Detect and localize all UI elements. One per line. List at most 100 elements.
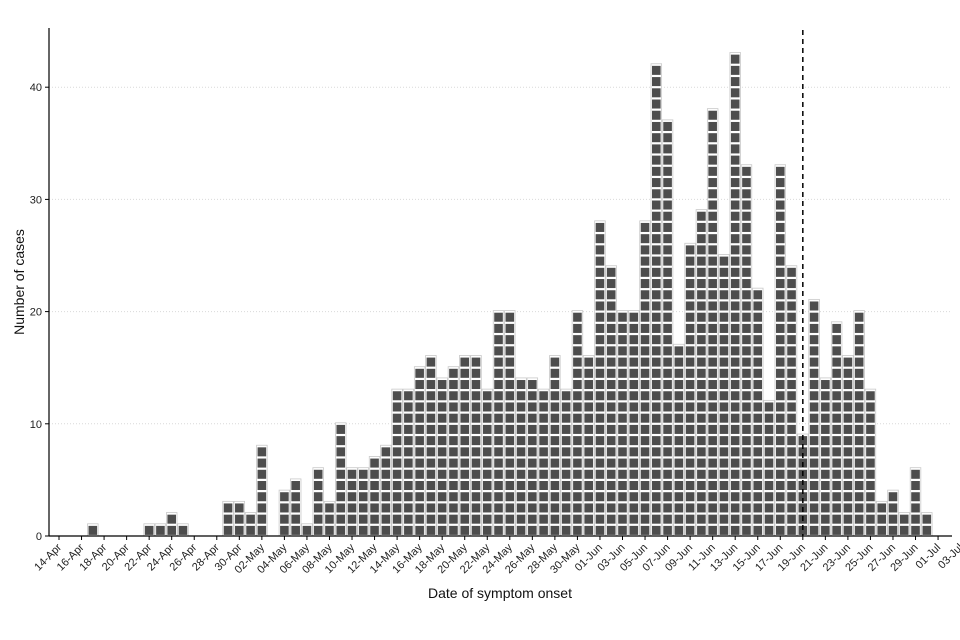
case-square	[685, 436, 695, 446]
case-square	[426, 458, 436, 468]
case-square	[719, 335, 729, 345]
case-square	[449, 458, 458, 468]
case-square	[494, 503, 503, 513]
case-square	[392, 492, 402, 502]
bar-07-May	[312, 467, 324, 537]
case-square	[787, 323, 796, 333]
case-square	[606, 267, 616, 277]
case-square	[528, 413, 537, 423]
case-square	[437, 503, 447, 513]
case-square	[719, 279, 729, 289]
case-square	[708, 368, 717, 378]
case-square	[832, 525, 841, 535]
case-square	[381, 458, 391, 468]
bar-09-Jun	[684, 242, 696, 537]
case-square	[460, 514, 470, 524]
case-square	[730, 234, 740, 244]
case-square	[854, 436, 864, 446]
bar-06-May	[301, 523, 313, 537]
case-square	[719, 290, 729, 300]
case-square	[787, 290, 796, 300]
case-square	[809, 436, 819, 446]
case-square	[573, 469, 582, 479]
case-square	[404, 503, 413, 513]
case-square	[404, 402, 413, 412]
case-square	[358, 503, 368, 513]
case-square	[516, 380, 526, 390]
case-square	[640, 267, 650, 277]
case-square	[494, 458, 503, 468]
case-square	[618, 481, 627, 491]
case-square	[787, 267, 796, 277]
case-square	[821, 503, 830, 513]
case-square	[753, 503, 763, 513]
bar-outline	[571, 310, 584, 537]
case-square	[652, 279, 661, 289]
case-square	[516, 525, 526, 535]
bar-16-Jun	[763, 399, 775, 537]
case-square	[753, 514, 763, 524]
case-square	[573, 357, 582, 367]
case-square	[708, 413, 717, 423]
case-square	[606, 525, 616, 535]
case-square	[528, 514, 537, 524]
case-square	[730, 88, 740, 98]
case-square	[663, 391, 672, 401]
bar-25-May	[515, 377, 527, 537]
bar-25-Apr	[177, 523, 189, 537]
case-square	[866, 492, 875, 502]
case-square	[640, 245, 650, 255]
case-square	[663, 245, 672, 255]
bar-27-Jun	[887, 489, 899, 537]
case-square	[426, 413, 436, 423]
case-square	[708, 312, 717, 322]
case-square	[280, 514, 289, 524]
case-square	[449, 413, 458, 423]
case-square	[606, 469, 616, 479]
case-square	[629, 402, 639, 412]
case-square	[606, 368, 616, 378]
case-square	[404, 525, 413, 535]
case-square	[482, 525, 492, 535]
case-square	[742, 301, 751, 311]
case-square	[449, 469, 458, 479]
case-square	[584, 413, 593, 423]
case-square	[584, 436, 593, 446]
case-square	[775, 178, 785, 188]
case-square	[742, 503, 751, 513]
case-square	[325, 525, 334, 535]
case-square	[336, 458, 346, 468]
case-square	[866, 424, 875, 434]
case-square	[640, 335, 650, 345]
case-square	[663, 492, 672, 502]
case-square	[347, 503, 357, 513]
bar-21-May	[470, 355, 482, 537]
case-square	[246, 514, 255, 524]
case-square	[539, 402, 548, 412]
case-square	[595, 346, 605, 356]
case-square	[392, 424, 402, 434]
case-square	[866, 503, 875, 513]
case-square	[550, 492, 560, 502]
case-square	[775, 357, 785, 367]
case-square	[753, 458, 763, 468]
case-square	[550, 402, 560, 412]
bar-27-May	[537, 388, 550, 537]
case-square	[697, 503, 706, 513]
case-square	[719, 436, 729, 446]
case-square	[449, 492, 458, 502]
case-square	[460, 492, 470, 502]
case-square	[674, 368, 684, 378]
case-square	[595, 301, 605, 311]
case-square	[798, 447, 808, 457]
case-square	[753, 290, 763, 300]
case-square	[460, 503, 470, 513]
case-square	[787, 413, 796, 423]
case-square	[505, 514, 515, 524]
case-square	[437, 492, 447, 502]
case-square	[753, 346, 763, 356]
case-square	[561, 492, 571, 502]
case-square	[392, 413, 402, 423]
case-square	[708, 211, 717, 221]
case-square	[775, 503, 785, 513]
